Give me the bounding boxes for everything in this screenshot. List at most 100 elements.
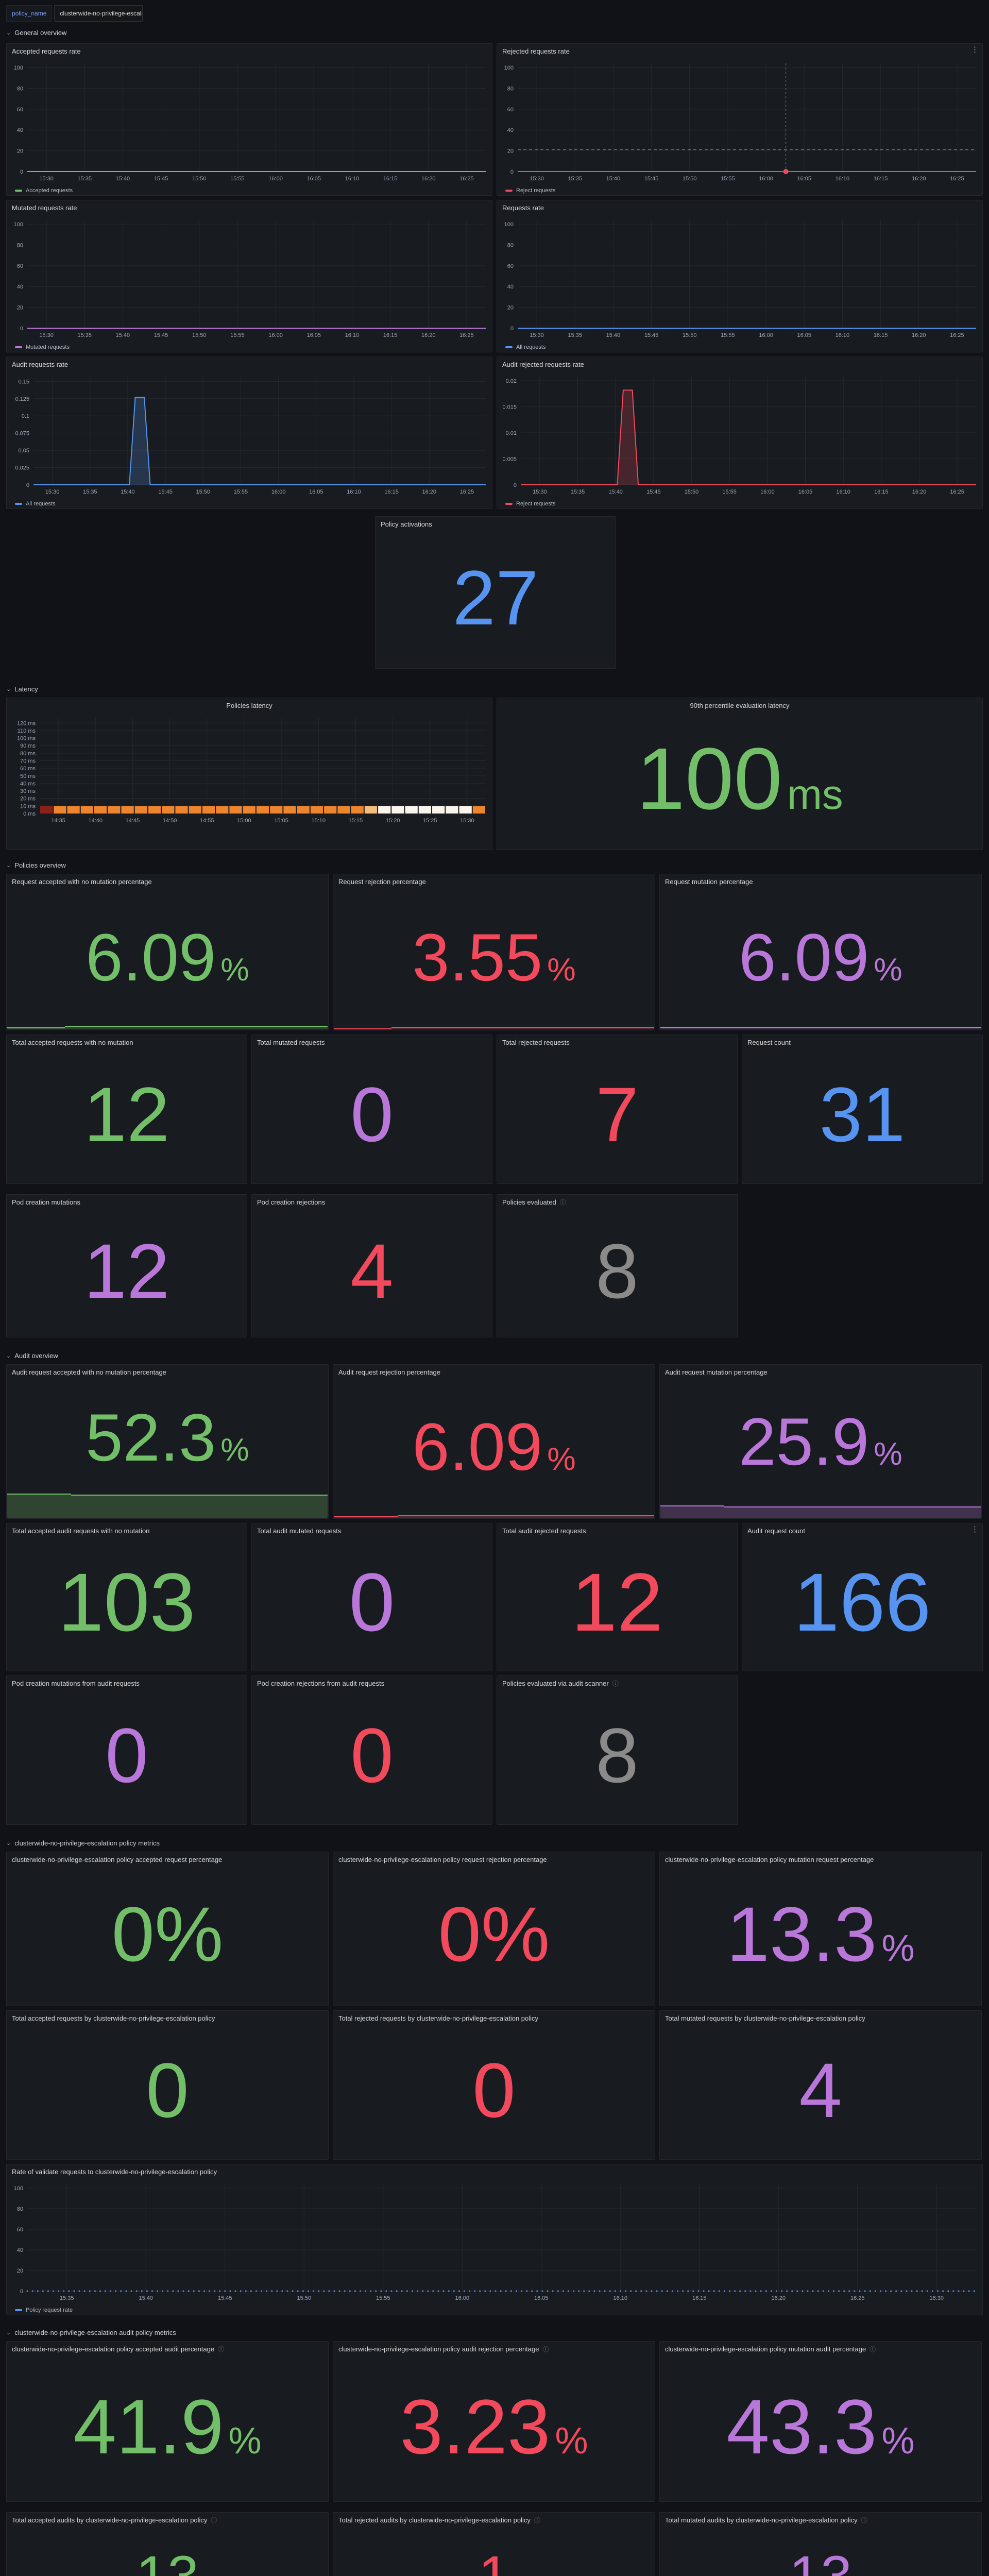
info-icon[interactable]: ⓘ bbox=[612, 1680, 619, 1687]
panel-title[interactable]: Audit requests rate bbox=[12, 361, 69, 368]
rejected-requests-rate-chart[interactable]: 0 20 40 60 80 100 15:30 15:35 15:40 15:45 15:50 15:… bbox=[497, 58, 982, 195]
sparkline-segment bbox=[398, 1515, 654, 1518]
panel-title[interactable]: Policy activations bbox=[381, 520, 432, 528]
info-icon[interactable]: ⓘ bbox=[211, 2517, 217, 2524]
panel-title[interactable]: Total rejected audits by clusterwide-no-… bbox=[338, 2516, 540, 2524]
svg-text:40: 40 bbox=[17, 2247, 23, 2253]
stat-value: 0 bbox=[472, 2046, 516, 2133]
panel-title[interactable]: Audit request count bbox=[747, 1527, 806, 1535]
svg-text:16:05: 16:05 bbox=[797, 176, 811, 182]
info-icon[interactable]: ⓘ bbox=[218, 2346, 225, 2353]
panel-title[interactable]: Total audit mutated requests bbox=[257, 1527, 342, 1535]
svg-text:14:45: 14:45 bbox=[126, 818, 140, 824]
stat-value: 52.3% bbox=[86, 1400, 249, 1475]
panel-title[interactable]: Rejected requests rate bbox=[502, 47, 570, 55]
audit-rejected-requests-rate-chart[interactable]: 0 0.005 0.01 0.015 0.02 15:30 15:35 15:40 15:45 1… bbox=[497, 371, 982, 509]
stat-value: 13.3% bbox=[726, 1890, 915, 1977]
section-policy-metrics[interactable]: ⌄ clusterwide-no-privilege-escalation pol… bbox=[6, 1837, 160, 1849]
section-general-overview[interactable]: ⌄ General overview bbox=[6, 27, 66, 38]
svg-text:15:40: 15:40 bbox=[606, 176, 621, 182]
policies-latency-heatmap[interactable]: 0 ms 10 ms 20 ms 30 ms 40 ms 50 ms 60 ms 70 ms 8… bbox=[7, 713, 492, 850]
section-latency[interactable]: ⌄ Latency bbox=[6, 683, 38, 694]
svg-text:16:10: 16:10 bbox=[347, 489, 361, 495]
svg-text:16:15: 16:15 bbox=[874, 176, 888, 182]
panel-title[interactable]: Policies evaluated ⓘ bbox=[502, 1198, 566, 1206]
svg-text:70 ms: 70 ms bbox=[20, 758, 36, 764]
panel-title[interactable]: Audit request mutation percentage bbox=[665, 1368, 768, 1376]
legend-item[interactable]: Reject requests bbox=[505, 501, 555, 507]
stat-value: 3.23% bbox=[400, 2383, 588, 2470]
legend-item[interactable]: Reject requests bbox=[505, 188, 555, 194]
panel-title[interactable]: Rate of validate requests to clusterwide… bbox=[12, 2168, 217, 2176]
panel-title[interactable]: clusterwide-no-privilege-escalation poli… bbox=[12, 1856, 223, 1863]
legend-swatch bbox=[15, 2309, 22, 2311]
panel-title[interactable]: Request mutation percentage bbox=[665, 878, 753, 886]
panel-title[interactable]: Pod creation mutations bbox=[12, 1198, 80, 1206]
panel-title[interactable]: Total rejected requests bbox=[502, 1039, 570, 1046]
svg-text:0: 0 bbox=[26, 482, 29, 488]
panel-title[interactable]: Accepted requests rate bbox=[12, 47, 81, 55]
panel-title[interactable]: Requests rate bbox=[502, 204, 544, 212]
info-icon[interactable]: ⓘ bbox=[542, 2346, 549, 2353]
legend-item[interactable]: Policy request rate bbox=[15, 2307, 73, 2313]
svg-text:0.025: 0.025 bbox=[15, 465, 29, 471]
panel-title[interactable]: Total accepted audits by clusterwide-no-… bbox=[12, 2516, 217, 2524]
section-policies-overview[interactable]: ⌄ Policies overview bbox=[6, 859, 66, 871]
audit-requests-rate-chart[interactable]: 0 0.025 0.05 0.075 0.1 0.125 0.15 15:30 15:35 15:… bbox=[7, 371, 492, 509]
panel-title[interactable]: Pod creation mutations from audit reques… bbox=[12, 1680, 140, 1687]
kebab-menu-icon[interactable]: ⋮ bbox=[971, 45, 979, 54]
chevron-down-icon: ⌄ bbox=[6, 1352, 11, 1359]
svg-text:0: 0 bbox=[514, 482, 517, 488]
info-icon[interactable]: ⓘ bbox=[534, 2517, 540, 2524]
svg-text:15:45: 15:45 bbox=[644, 176, 659, 182]
svg-text:16:00: 16:00 bbox=[759, 176, 773, 182]
panel-title[interactable]: Policies evaluated via audit scanner ⓘ bbox=[502, 1680, 619, 1687]
panel-title[interactable]: Request rejection percentage bbox=[338, 878, 426, 886]
svg-text:16:15: 16:15 bbox=[383, 332, 398, 338]
legend-item[interactable]: Accepted requests bbox=[15, 188, 73, 194]
panel-title[interactable]: Pod creation rejections from audit reque… bbox=[257, 1680, 385, 1687]
info-icon[interactable]: ⓘ bbox=[559, 1199, 566, 1206]
svg-text:16:30: 16:30 bbox=[929, 2295, 944, 2301]
panel-title[interactable]: Audit rejected requests rate bbox=[502, 361, 584, 368]
panel-title[interactable]: Total audit rejected requests bbox=[502, 1527, 586, 1535]
panel-title[interactable]: clusterwide-no-privilege-escalation poli… bbox=[665, 2345, 876, 2353]
kebab-menu-icon[interactable]: ⋮ bbox=[971, 1525, 979, 1534]
panel-title[interactable]: Policies latency bbox=[226, 702, 272, 709]
svg-text:40 ms: 40 ms bbox=[20, 781, 36, 787]
panel-title[interactable]: Total mutated audits by clusterwide-no-p… bbox=[665, 2516, 867, 2524]
panel-title[interactable]: Total accepted requests with no mutation bbox=[12, 1039, 133, 1046]
accepted-requests-rate-chart[interactable]: 0 20 40 60 80 100 15:30 15:35 15:40 15:45 15:50 15:… bbox=[7, 58, 492, 195]
info-icon[interactable]: ⓘ bbox=[869, 2346, 876, 2353]
panel-title[interactable]: Total rejected requests by clusterwide-n… bbox=[338, 2014, 539, 2022]
panel-title[interactable]: Mutated requests rate bbox=[12, 204, 77, 212]
panel-title[interactable]: clusterwide-no-privilege-escalation poli… bbox=[12, 2345, 225, 2353]
panel-title[interactable]: Audit request rejection percentage bbox=[338, 1368, 441, 1376]
legend-item[interactable]: All requests bbox=[15, 501, 55, 507]
section-audit-policy-metrics[interactable]: ⌄ clusterwide-no-privilege-escalation aud… bbox=[6, 2327, 176, 2338]
panel-title[interactable]: Total accepted audit requests with no mu… bbox=[12, 1527, 150, 1535]
section-audit-overview[interactable]: ⌄ Audit overview bbox=[6, 1350, 58, 1361]
legend-item[interactable]: Mutated requests bbox=[15, 344, 70, 350]
panel-title[interactable]: Total mutated requests bbox=[257, 1039, 325, 1046]
panel-title[interactable]: Request accepted with no mutation percen… bbox=[12, 878, 152, 886]
policy-name-dropdown[interactable]: clusterwide-no-privilege-escalation bbox=[54, 5, 143, 22]
info-icon[interactable]: ⓘ bbox=[861, 2517, 867, 2524]
chart-legend: All requests bbox=[15, 501, 55, 507]
panel-title[interactable]: Audit request accepted with no mutation … bbox=[12, 1368, 166, 1376]
svg-text:15:45: 15:45 bbox=[154, 332, 168, 338]
panel-title[interactable]: Request count bbox=[747, 1039, 791, 1046]
panel-title[interactable]: clusterwide-no-privilege-escalation poli… bbox=[338, 2345, 549, 2353]
panel-title[interactable]: clusterwide-no-privilege-escalation poli… bbox=[665, 1856, 874, 1863]
panel-title[interactable]: 90th percentile evaluation latency bbox=[690, 702, 790, 709]
validate-rate-chart[interactable]: 0 20 40 60 80 100 15:35 15:40 15:45 15:50 15:55 16:… bbox=[7, 2179, 982, 2315]
panel-title[interactable]: Total mutated requests by clusterwide-no… bbox=[665, 2014, 865, 2022]
panel-title[interactable]: Pod creation rejections bbox=[257, 1198, 326, 1206]
svg-text:15:30: 15:30 bbox=[530, 332, 544, 338]
panel-title[interactable]: clusterwide-no-privilege-escalation poli… bbox=[338, 1856, 547, 1863]
panel-title[interactable]: Total accepted requests by clusterwide-n… bbox=[12, 2014, 215, 2022]
requests-rate-chart[interactable]: 0 20 40 60 80 100 15:30 15:35 15:40 15:45 15:50 15:… bbox=[497, 215, 982, 352]
legend-item[interactable]: All requests bbox=[505, 344, 545, 350]
svg-text:100 ms: 100 ms bbox=[17, 736, 36, 742]
mutated-requests-rate-chart[interactable]: 0 20 40 60 80 100 15:30 15:35 15:40 15:45 15:50 15:… bbox=[7, 215, 492, 352]
